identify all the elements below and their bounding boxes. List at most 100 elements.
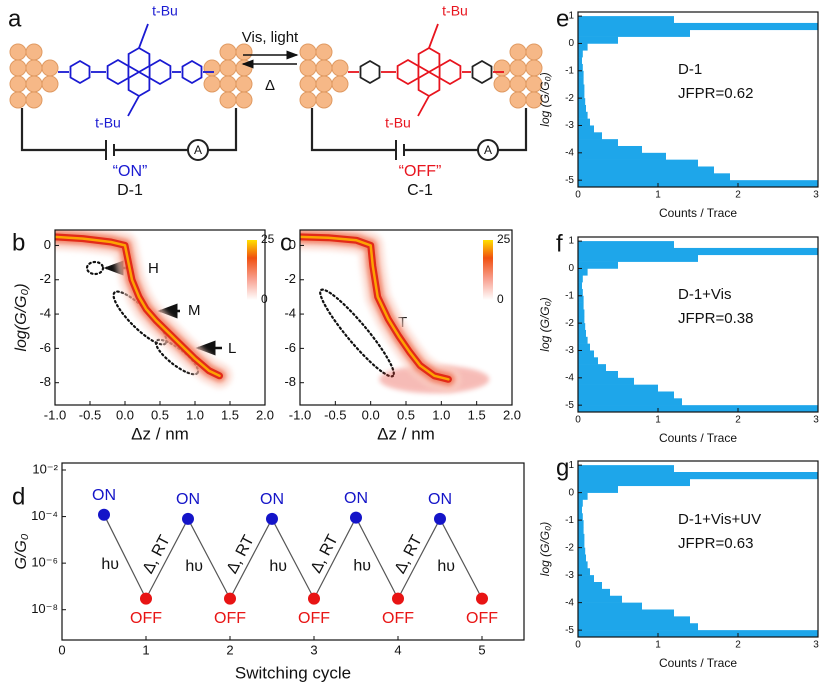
ring — [359, 59, 381, 85]
bar — [578, 111, 588, 119]
bar — [578, 391, 674, 399]
y-axis-label: log (G/G₀) — [538, 297, 552, 351]
y-tick-label: -5 — [565, 400, 574, 411]
ammeter — [187, 139, 209, 161]
bar — [578, 91, 585, 99]
bar — [578, 288, 583, 297]
bar — [578, 132, 602, 140]
bar — [578, 499, 583, 507]
bar — [578, 63, 583, 72]
x-tick-label: 0.5 — [397, 407, 415, 422]
bar — [578, 118, 590, 126]
segment-label: hυ — [101, 556, 119, 573]
bar — [578, 125, 594, 133]
bar — [578, 364, 606, 372]
annotation: D-1 — [678, 61, 702, 78]
gold-atom — [315, 43, 333, 61]
density-ridge — [300, 235, 450, 381]
x-tick-label: 2 — [735, 640, 741, 651]
plot-area — [578, 16, 818, 187]
gold-atom — [41, 59, 59, 77]
y-tick-label: -5 — [565, 625, 574, 636]
bar — [578, 16, 674, 24]
point-label: OFF — [298, 610, 330, 627]
bar — [578, 70, 584, 78]
gold-atom — [9, 43, 27, 61]
x-axis-label: Counts / Trace — [659, 656, 737, 670]
ring — [417, 46, 441, 74]
bar — [578, 139, 618, 147]
x-tick-label: 0 — [575, 415, 581, 426]
point — [266, 512, 278, 525]
gold-atom — [25, 43, 43, 61]
gold-atom — [203, 59, 221, 77]
x-tick-label: 3 — [813, 190, 819, 201]
gold-atom — [235, 75, 253, 93]
ring — [181, 59, 203, 85]
bar — [578, 36, 618, 44]
point-label: OFF — [214, 610, 246, 627]
gold-atom — [9, 75, 27, 93]
bond — [127, 95, 140, 117]
bar — [578, 336, 588, 344]
x-tick-label: 0.0 — [116, 407, 134, 422]
y-tick-label: -6 — [39, 340, 51, 355]
x-tick-label: 2 — [735, 190, 741, 201]
bar — [578, 268, 588, 276]
segment-label: hυ — [437, 558, 455, 575]
annotation: JFPR=0.62 — [678, 85, 753, 102]
bar — [578, 43, 588, 51]
gold-atom — [509, 43, 527, 61]
bar — [578, 554, 586, 562]
bar — [578, 384, 658, 392]
point — [224, 592, 236, 605]
switch-back: Δ — [265, 77, 275, 94]
x-tick-label: 5 — [478, 642, 485, 657]
panel-label: e — [556, 5, 569, 32]
molecule-name: C-1 — [407, 182, 433, 199]
x-axis-label: Counts / Trace — [659, 206, 737, 220]
gold-atom — [219, 59, 237, 77]
ammeter — [477, 139, 499, 161]
segment-label: hυ — [353, 557, 371, 574]
panel-label: a — [8, 5, 22, 32]
panel-label: c — [280, 229, 292, 256]
ring — [127, 70, 151, 98]
bar — [578, 152, 666, 160]
gold-atom — [493, 75, 511, 93]
x-tick-label: 0 — [58, 642, 65, 657]
bar — [578, 485, 618, 493]
frame — [577, 11, 819, 188]
gold-atom — [25, 59, 43, 77]
x-tick-label: 1.0 — [432, 407, 450, 422]
panel-label: d — [12, 483, 25, 510]
bar — [578, 57, 582, 65]
y-tick-label: -6 — [284, 340, 296, 355]
annotation: JFPR=0.38 — [678, 310, 753, 327]
x-tick-label: 1 — [655, 190, 661, 201]
annotation: D-1+Vis+UV — [678, 511, 761, 528]
bar — [578, 533, 585, 542]
x-tick-label: 2.0 — [503, 407, 521, 422]
bar — [578, 261, 618, 269]
point — [392, 592, 404, 605]
y-tick-label: -2 — [39, 271, 51, 286]
ring — [127, 46, 151, 74]
density-ridge — [55, 235, 221, 378]
gold-atom — [9, 91, 27, 109]
panel-label: f — [556, 230, 563, 257]
gold-atom — [315, 59, 333, 77]
point — [308, 592, 320, 605]
ring — [106, 58, 130, 86]
y-tick-label: -3 — [565, 345, 574, 356]
bar — [578, 84, 585, 92]
bar — [578, 104, 586, 113]
bar — [578, 180, 818, 187]
gold-atom — [299, 75, 317, 93]
bar — [578, 370, 618, 379]
y-tick-label: -4 — [565, 597, 574, 608]
y-tick-label: 0 — [44, 237, 51, 252]
bar — [578, 247, 818, 256]
